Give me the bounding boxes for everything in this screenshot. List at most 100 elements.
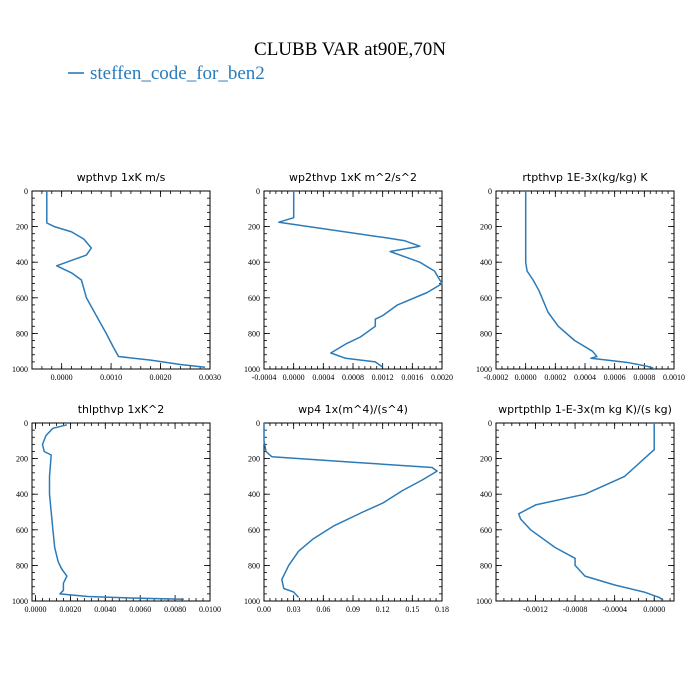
x-tick-label: -0.0008 — [563, 605, 588, 614]
y-tick-label: 600 — [16, 526, 28, 535]
plot-frame — [31, 190, 211, 370]
x-tick-label: -0.0004 — [602, 605, 627, 614]
x-tick-label: 0.0000 — [643, 605, 665, 614]
series-line — [263, 423, 438, 598]
y-tick-label: 800 — [16, 329, 28, 338]
legend: steffen_code_for_ben2 — [68, 63, 265, 84]
x-tick-label: 0.00 — [257, 605, 271, 614]
x-tick-label: 0.03 — [287, 605, 301, 614]
y-tick-label: 200 — [248, 455, 260, 464]
series-line — [524, 191, 654, 369]
panel-5: wp4 1x(m^4)/(s^4) 0.00 0.03 0.06 0.09 0.12 0.1… — [244, 403, 449, 614]
panel-4: thlpthvp 1xK^2 0.0000 0.0020 0.0040 0.0060 0.… — [12, 403, 221, 614]
x-tick-label: 0.0060 — [129, 605, 151, 614]
plot-frame — [263, 190, 443, 370]
panel-2: wp2thvp 1xK m^2/s^2 -0.0004 0.0000 0.0004 0.… — [244, 171, 453, 382]
x-tick-label: 0.0004 — [312, 373, 334, 382]
x-tick-label: 0.09 — [346, 605, 360, 614]
y-tick-label: 200 — [480, 455, 492, 464]
x-tick-label: 0.0000 — [24, 605, 46, 614]
panel-title: wp4 1x(m^4)/(s^4) — [298, 403, 408, 416]
x-tick-label: 0.0004 — [574, 373, 596, 382]
panel-3: rtpthvp 1E-3x(kg/kg) K -0.0002 0.0000 0.000… — [476, 171, 685, 382]
plot-frame — [263, 422, 443, 602]
y-tick-label: 200 — [248, 223, 260, 232]
x-tick-label: 0.0008 — [342, 373, 364, 382]
panels-group: wpthvp 1xK m/s0.0000 0.0010 0.0020 0.003002… — [12, 171, 685, 614]
legend-label: steffen_code_for_ben2 — [90, 63, 265, 84]
y-tick-label: 200 — [16, 455, 28, 464]
x-tick-label: -0.0012 — [523, 605, 548, 614]
y-tick-label: 1000 — [12, 365, 28, 374]
x-tick-label: -0.0004 — [252, 373, 277, 382]
y-tick-label: 200 — [480, 223, 492, 232]
y-tick-label: 400 — [248, 258, 260, 267]
x-tick-label: 0.0010 — [663, 373, 685, 382]
x-tick-label: 0.15 — [405, 605, 419, 614]
series-line — [41, 424, 184, 600]
y-tick-label: 800 — [16, 561, 28, 570]
y-tick-label: 0 — [256, 187, 260, 196]
y-tick-label: 600 — [480, 294, 492, 303]
x-tick-label: 0.06 — [316, 605, 330, 614]
y-tick-label: 600 — [16, 294, 28, 303]
main-title: CLUBB VAR at90E,70N — [254, 39, 446, 60]
panel-6: wprtpthlp 1-E-3x(m kg K)/(s kg) -0.0012 -0… — [476, 403, 675, 614]
x-tick-label: 0.0002 — [544, 373, 566, 382]
y-tick-label: 200 — [16, 223, 28, 232]
plot-frame — [495, 190, 675, 370]
plot-frame — [31, 422, 211, 602]
x-tick-label: 0.0020 — [431, 373, 453, 382]
y-tick-label: 400 — [480, 490, 492, 499]
y-tick-label: 800 — [480, 329, 492, 338]
y-tick-label: 0 — [488, 187, 492, 196]
x-tick-label: 0.0010 — [100, 373, 122, 382]
x-tick-label: 0.0000 — [283, 373, 305, 382]
y-tick-label: 0 — [24, 187, 28, 196]
panel-title: thlpthvp 1xK^2 — [78, 403, 165, 416]
x-tick-label: 0.0012 — [372, 373, 394, 382]
panel-title: wprtpthlp 1-E-3x(m kg K)/(s kg) — [498, 403, 672, 416]
y-tick-label: 0 — [488, 419, 492, 428]
y-tick-label: 1000 — [476, 597, 492, 606]
y-tick-label: 800 — [248, 329, 260, 338]
series-line — [278, 191, 443, 368]
y-tick-label: 600 — [248, 294, 260, 303]
y-tick-label: 1000 — [12, 597, 28, 606]
y-tick-label: 800 — [480, 561, 492, 570]
y-tick-label: 800 — [248, 561, 260, 570]
y-tick-label: 400 — [480, 258, 492, 267]
x-tick-label: 0.0030 — [199, 373, 221, 382]
x-tick-label: 0.0100 — [199, 605, 221, 614]
y-tick-label: 600 — [248, 526, 260, 535]
x-tick-label: 0.0008 — [633, 373, 655, 382]
x-tick-label: 0.12 — [376, 605, 390, 614]
x-tick-label: 0.18 — [435, 605, 449, 614]
x-tick-label: 0.0000 — [51, 373, 73, 382]
series-line — [46, 191, 206, 368]
series-line — [517, 423, 664, 601]
plot-frame — [495, 422, 675, 602]
y-tick-label: 1000 — [244, 365, 260, 374]
y-tick-label: 0 — [24, 419, 28, 428]
x-tick-label: 0.0080 — [164, 605, 186, 614]
x-tick-label: 0.0000 — [515, 373, 537, 382]
x-tick-label: 0.0006 — [604, 373, 626, 382]
y-tick-label: 600 — [480, 526, 492, 535]
y-tick-label: 400 — [16, 258, 28, 267]
panel-title: wpthvp 1xK m/s — [77, 171, 166, 184]
x-tick-label: -0.0002 — [484, 373, 509, 382]
y-tick-label: 400 — [248, 490, 260, 499]
y-tick-label: 1000 — [476, 365, 492, 374]
x-tick-label: 0.0020 — [150, 373, 172, 382]
x-tick-label: 0.0040 — [94, 605, 116, 614]
y-tick-label: 1000 — [244, 597, 260, 606]
panel-title: wp2thvp 1xK m^2/s^2 — [289, 171, 417, 184]
y-tick-label: 0 — [256, 419, 260, 428]
x-tick-label: 0.0016 — [401, 373, 423, 382]
panel-title: rtpthvp 1E-3x(kg/kg) K — [522, 171, 648, 184]
y-tick-label: 400 — [16, 490, 28, 499]
panel-1: wpthvp 1xK m/s 0.0000 0.0010 0.0020 0.0030 0 2… — [12, 171, 221, 382]
x-tick-label: 0.0020 — [59, 605, 81, 614]
